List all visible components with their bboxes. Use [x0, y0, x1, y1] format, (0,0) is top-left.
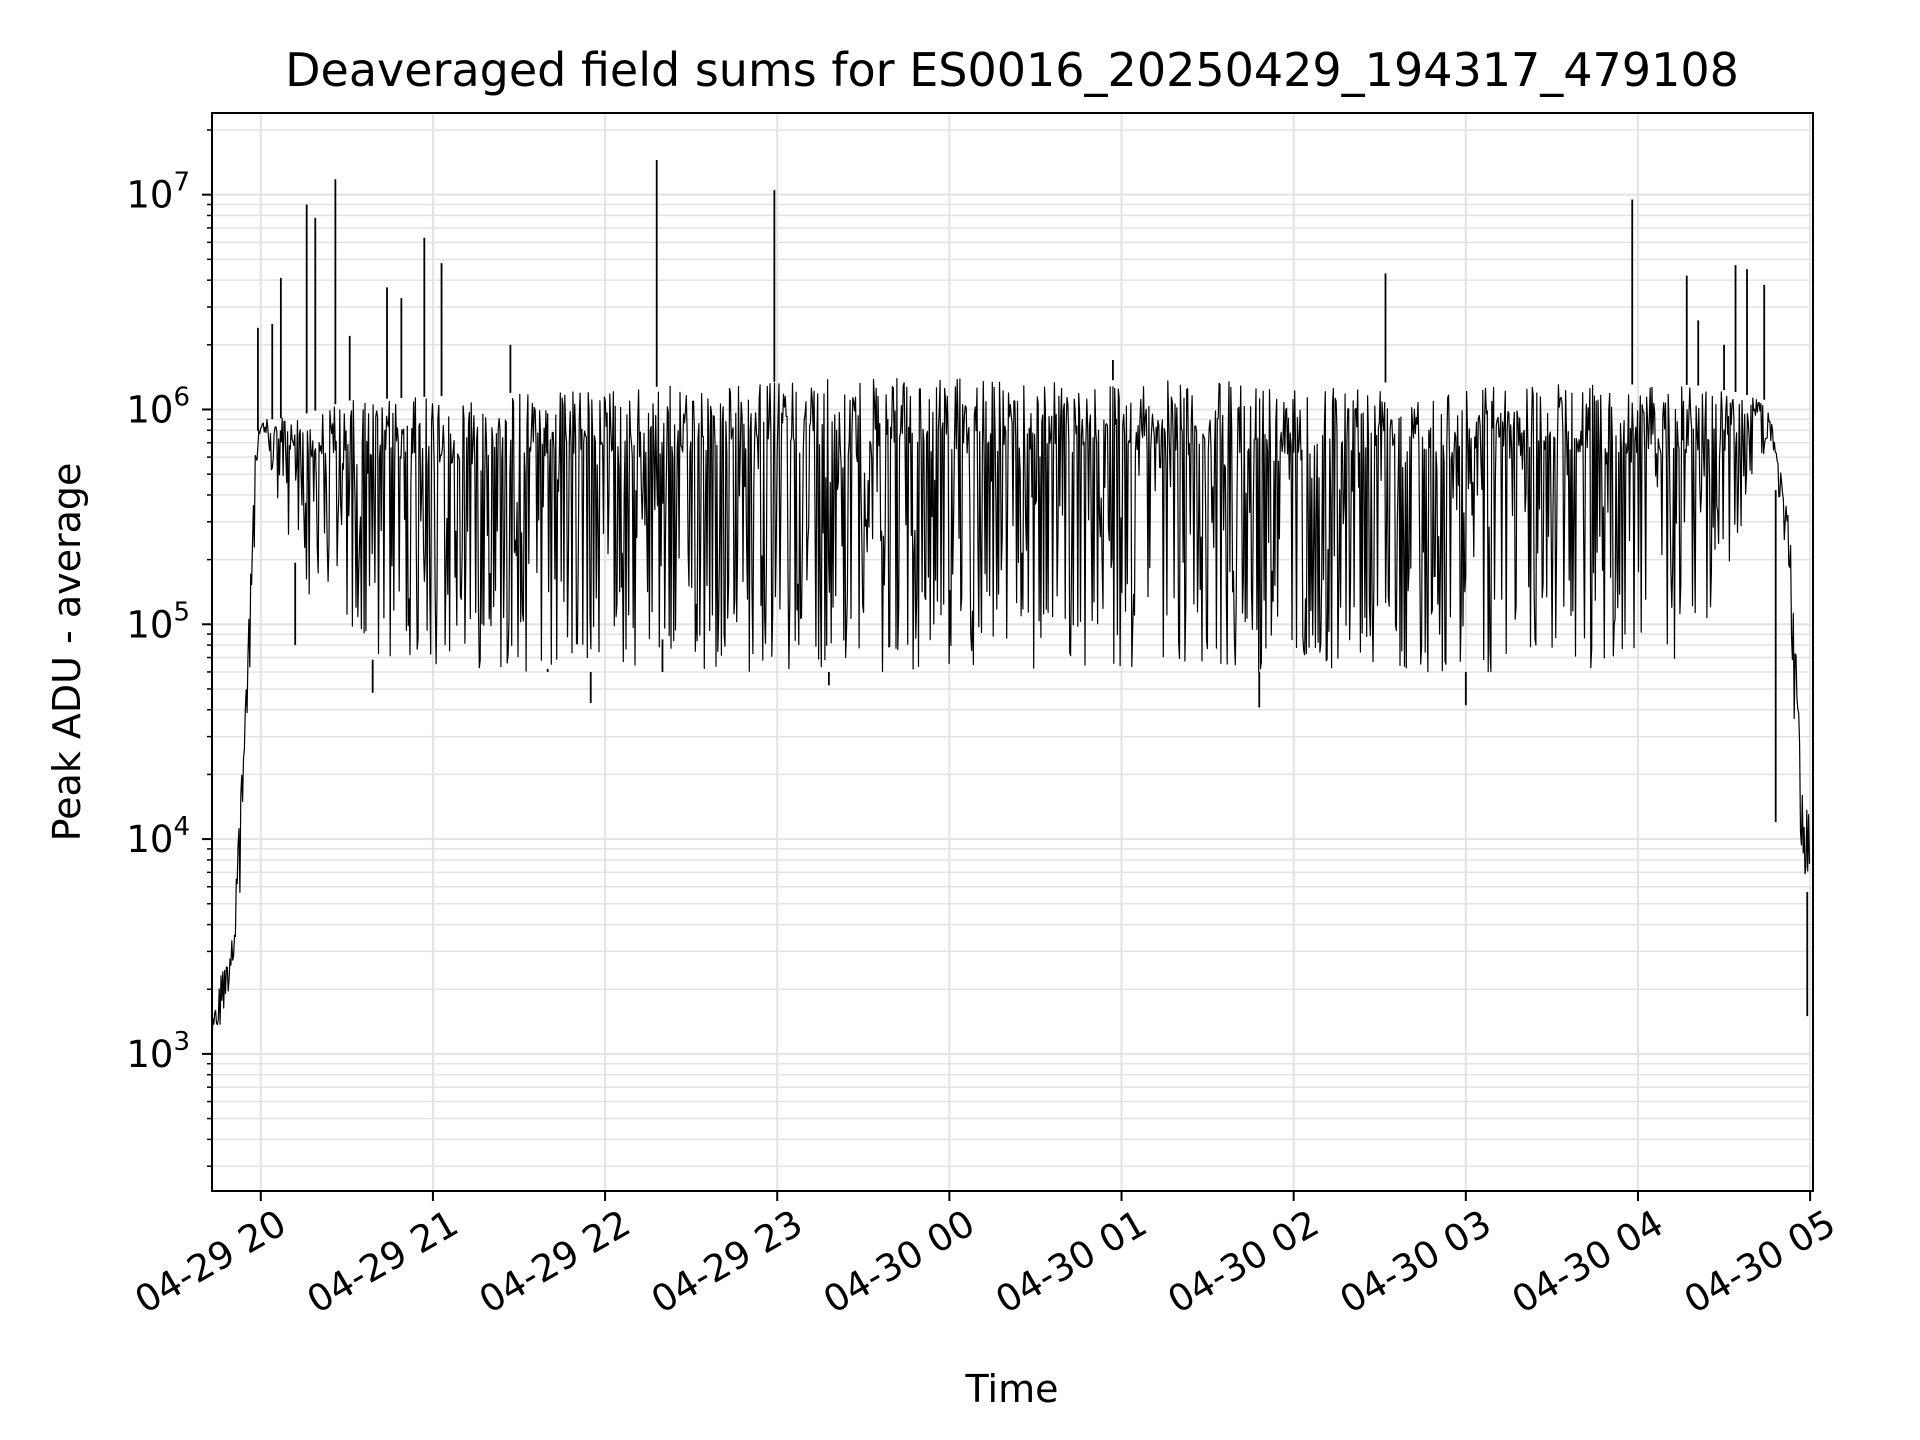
data-series — [211, 160, 1811, 1044]
y-tick-label: 107 — [126, 168, 190, 217]
plot-frame — [211, 112, 1814, 1192]
grid-lines — [212, 113, 1813, 1191]
y-tick-label: 106 — [126, 382, 190, 431]
x-axis-label: Time — [965, 1367, 1059, 1411]
y-tick-label: 104 — [126, 812, 190, 861]
series-line — [211, 378, 1811, 1044]
y-tick-label: 103 — [126, 1027, 190, 1076]
y-axis-label: Peak ADU - average — [45, 463, 89, 842]
chart-title: Deaveraged field sums for ES0016_2025042… — [285, 43, 1739, 97]
y-axis: 103 104 105 106 107 — [126, 129, 212, 1167]
y-tick-label: 105 — [126, 597, 190, 646]
